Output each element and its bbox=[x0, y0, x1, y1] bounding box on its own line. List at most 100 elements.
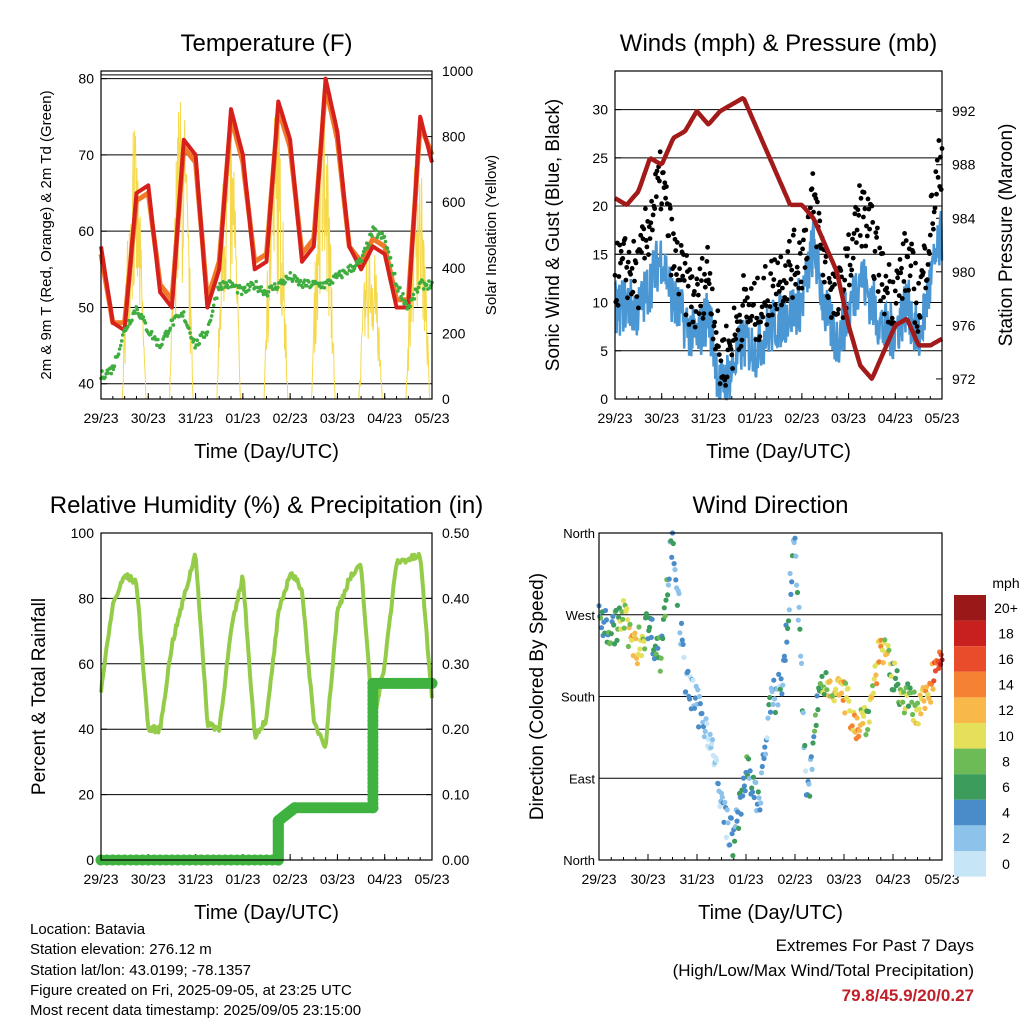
gust-point bbox=[618, 248, 624, 254]
station-info: Location: Batavia Station elevation: 276… bbox=[30, 920, 361, 1021]
dewpoint-point bbox=[298, 278, 303, 283]
direction-point bbox=[649, 616, 655, 622]
colorbar-label: 2 bbox=[1002, 830, 1010, 846]
direction-point bbox=[788, 591, 794, 598]
direction-point bbox=[627, 621, 633, 627]
direction-point bbox=[863, 732, 869, 738]
dewpoint-point bbox=[118, 343, 123, 348]
colorbar-swatch bbox=[954, 595, 986, 621]
gust-point bbox=[845, 246, 851, 252]
dewpoint-point bbox=[109, 371, 114, 376]
gust-point bbox=[823, 254, 829, 259]
direction-point bbox=[660, 635, 666, 642]
gust-point bbox=[695, 292, 701, 298]
gust-point bbox=[755, 275, 760, 281]
direction-point bbox=[758, 770, 765, 776]
gust-point bbox=[790, 295, 795, 300]
gust-point bbox=[737, 312, 742, 318]
gust-point bbox=[910, 249, 916, 255]
dewpoint-point bbox=[197, 342, 202, 346]
gust-point bbox=[883, 273, 889, 279]
gust-point bbox=[892, 288, 898, 294]
winds-x-tick-label: 29/23 bbox=[597, 410, 632, 426]
gust-point bbox=[632, 278, 637, 284]
relative-humidity-line bbox=[99, 551, 434, 749]
direction-point bbox=[625, 643, 632, 650]
dewpoint-point bbox=[202, 335, 207, 340]
extremes-subtitle: (High/Low/Max Wind/Total Precipitation) bbox=[672, 961, 974, 980]
direction-point bbox=[770, 701, 776, 708]
speed-colorbar: mph 20+ 18 16 14 12 10 8 6 4 2 0 bbox=[954, 575, 1020, 877]
gust-point bbox=[836, 307, 841, 312]
direction-point bbox=[681, 654, 687, 661]
gust-point bbox=[641, 226, 647, 232]
direction-point bbox=[750, 774, 757, 780]
dewpoint-point bbox=[261, 292, 266, 297]
direction-point bbox=[767, 694, 773, 701]
gust-point bbox=[678, 243, 684, 248]
humidity-x-tick-label: 01/23 bbox=[225, 871, 260, 887]
direction-point bbox=[687, 696, 693, 702]
gust-point bbox=[785, 249, 791, 254]
dewpoint-point bbox=[296, 283, 301, 287]
direction-point bbox=[661, 605, 667, 611]
direction-point bbox=[662, 613, 668, 619]
temperature-x-tick-label: 01/23 bbox=[225, 410, 260, 426]
gust-point bbox=[704, 259, 710, 264]
gust-point bbox=[898, 270, 904, 276]
gust-point bbox=[909, 241, 914, 247]
gust-point bbox=[618, 260, 623, 266]
gust-point bbox=[738, 319, 743, 324]
gust-point bbox=[706, 281, 712, 287]
gust-point bbox=[927, 251, 932, 256]
dewpoint-point bbox=[120, 333, 125, 337]
gust-point bbox=[688, 304, 694, 310]
gust-point bbox=[816, 210, 822, 216]
gust-point bbox=[905, 254, 911, 260]
direction-point bbox=[663, 597, 669, 603]
direction-point bbox=[915, 721, 921, 727]
gust-point bbox=[855, 207, 861, 213]
gust-point bbox=[866, 206, 872, 212]
direction-point bbox=[665, 592, 671, 598]
dewpoint-point bbox=[248, 284, 252, 289]
gust-point bbox=[820, 272, 826, 278]
humidity-x-tick-label: 29/23 bbox=[83, 871, 118, 887]
gust-point bbox=[674, 272, 679, 277]
location-text: Location: Batavia bbox=[30, 921, 146, 938]
dewpoint-point bbox=[133, 311, 137, 315]
gust-point bbox=[713, 330, 719, 335]
direction-point bbox=[796, 604, 802, 610]
direction-point bbox=[745, 756, 752, 762]
dewpoint-point bbox=[182, 310, 186, 314]
dewpoint-point bbox=[135, 307, 139, 312]
dewpoint-point bbox=[338, 269, 342, 274]
gust-point bbox=[644, 244, 650, 250]
gust-point bbox=[617, 242, 623, 248]
gust-point bbox=[913, 300, 919, 306]
dewpoint-point bbox=[204, 333, 209, 337]
latlon-text: Station lat/lon: 43.0199; -78.1357 bbox=[30, 961, 252, 979]
direction-point bbox=[685, 668, 691, 674]
humidity-x-axis-label: Time (Day/UTC) bbox=[194, 902, 339, 924]
humidity-y2-tick-label: 0.00 bbox=[442, 852, 469, 868]
winds-x-tick-label: 01/23 bbox=[738, 410, 773, 426]
gust-point bbox=[870, 220, 876, 225]
humidity-y-tick-label: 60 bbox=[78, 656, 94, 672]
gust-point bbox=[771, 277, 777, 282]
gust-point bbox=[809, 186, 815, 192]
direction-point bbox=[847, 708, 853, 714]
direction-point bbox=[621, 625, 627, 631]
gust-point bbox=[846, 232, 851, 238]
gust-point bbox=[935, 175, 941, 180]
direction-y-tick-label: North bbox=[563, 526, 595, 541]
direction-point bbox=[677, 630, 683, 636]
humidity-y-tick-label: 100 bbox=[71, 525, 95, 541]
temperature-y2-axis-label: Solar Insolation (Yellow) bbox=[483, 155, 500, 315]
gust-point bbox=[685, 283, 691, 289]
gust-point bbox=[783, 263, 788, 268]
humidity-y2-tick-label: 0.50 bbox=[442, 525, 469, 541]
direction-point bbox=[854, 715, 860, 721]
direction-point bbox=[769, 688, 775, 695]
temperature-x-tick-label: 30/23 bbox=[131, 410, 166, 426]
